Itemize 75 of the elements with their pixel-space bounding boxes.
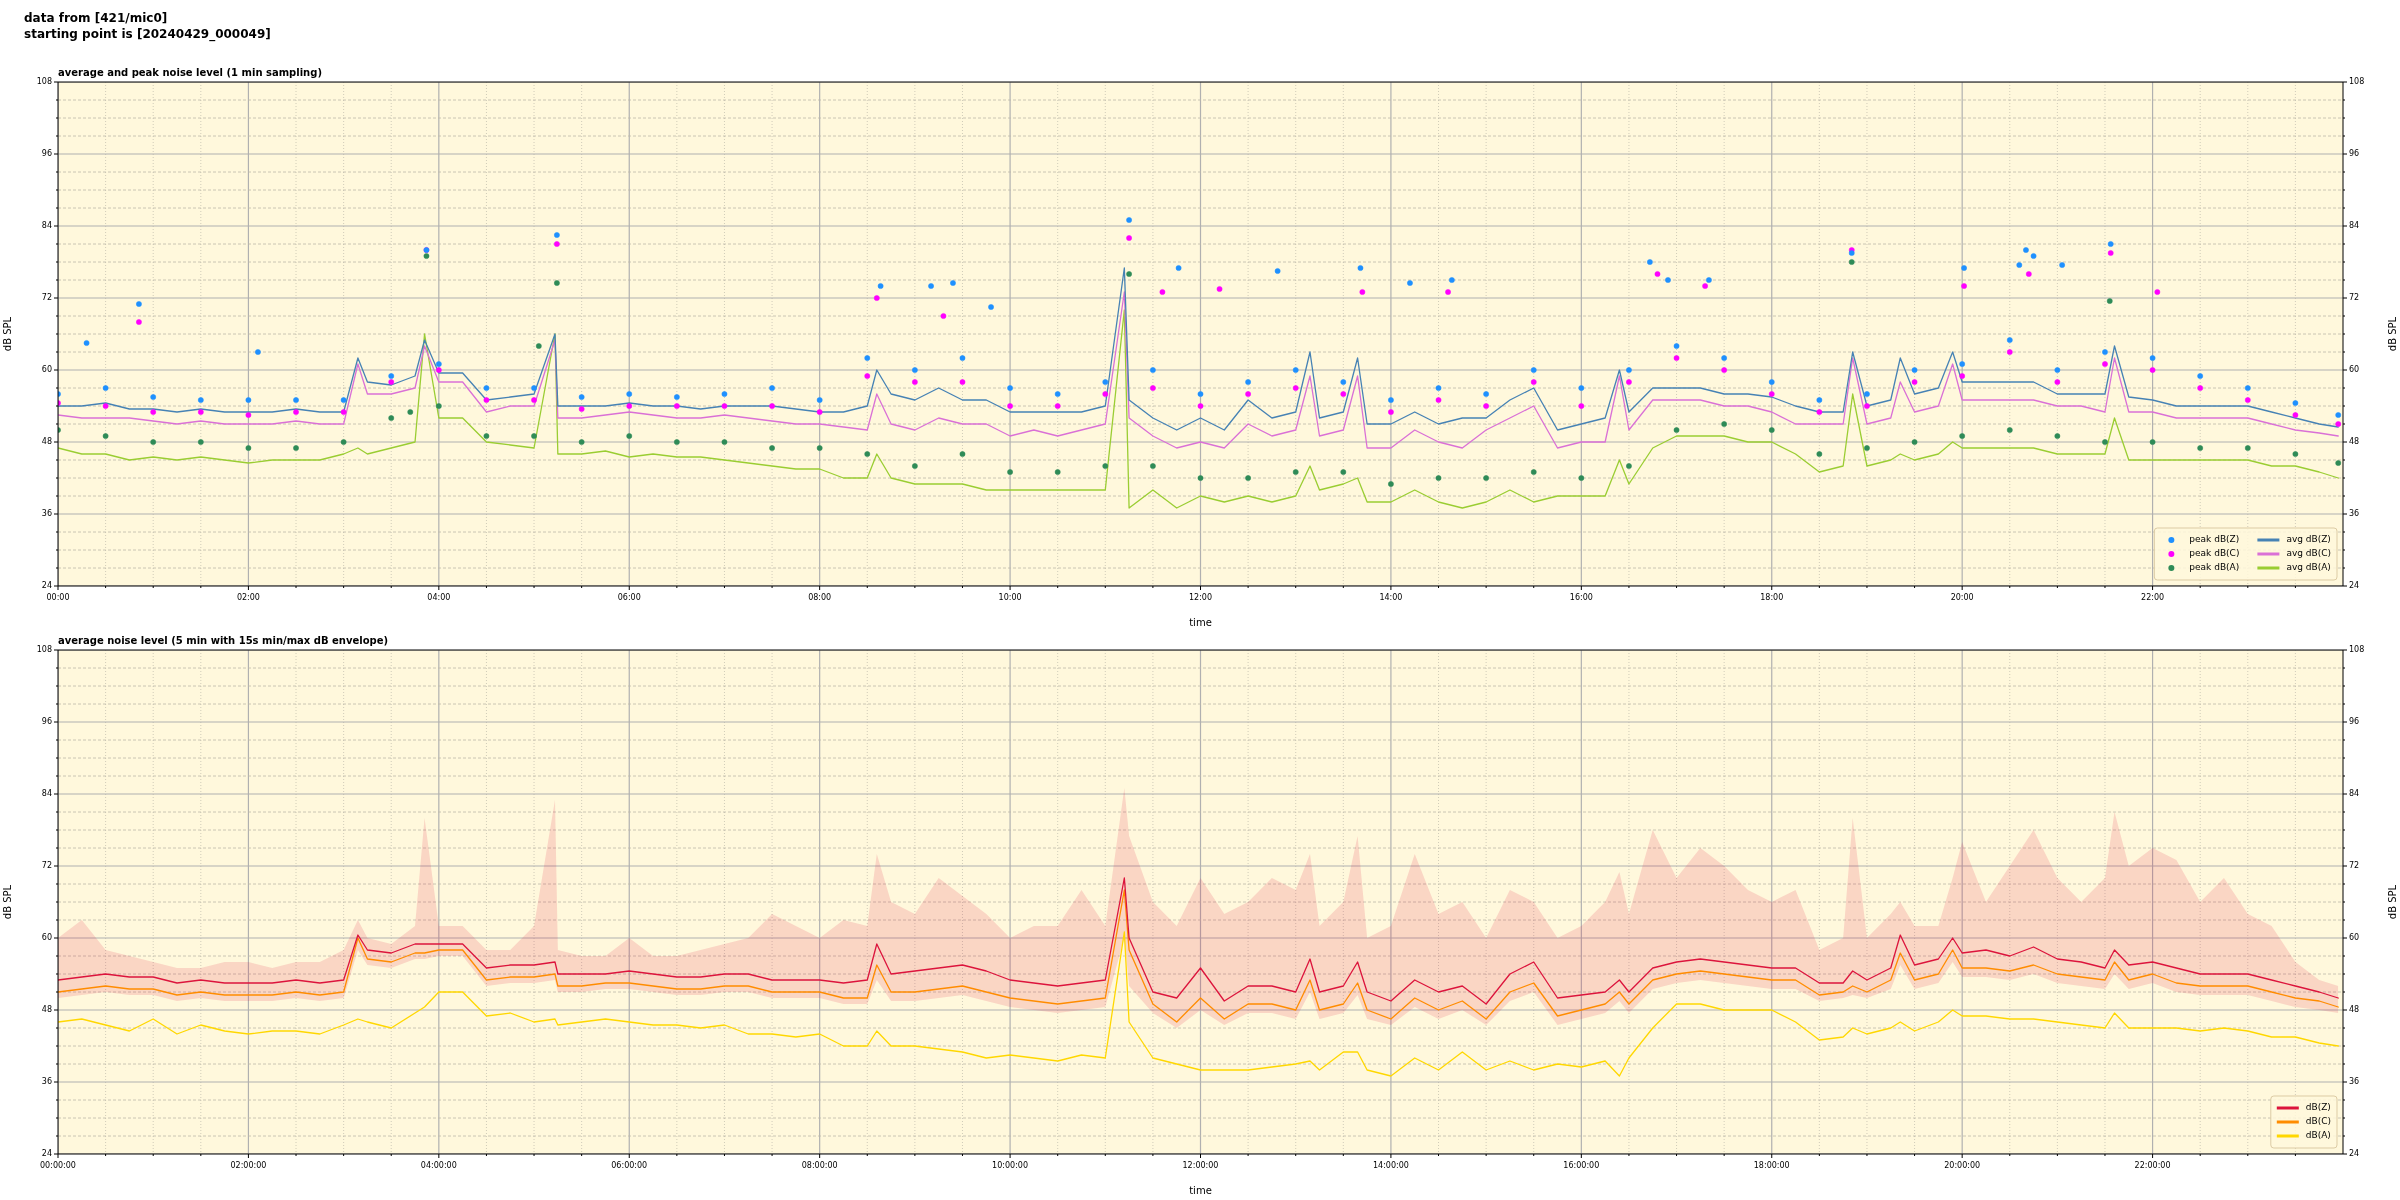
y2-tick-label: 72 (2349, 293, 2360, 303)
x-tick-label: 10:00:00 (992, 1160, 1029, 1170)
x-tick-label: 08:00 (808, 592, 832, 602)
y2-tick-label: 84 (2349, 789, 2360, 799)
x-tick-label: 10:00 (998, 592, 1022, 602)
legend-label: dB(A) (2305, 1130, 2331, 1141)
y2-tick-label: 108 (2349, 645, 2365, 655)
y-tick-label: 96 (41, 717, 52, 727)
y2-tick-label: 84 (2349, 221, 2360, 231)
y-tick-label: 84 (41, 789, 52, 799)
y-tick-label: 108 (36, 645, 52, 655)
y-tick-label: 60 (41, 933, 52, 943)
y-tick-label: 36 (41, 1077, 52, 1087)
y-tick-label: 48 (41, 1005, 52, 1015)
x-tick-label: 06:00:00 (611, 1160, 648, 1170)
x-tick-label: 06:00 (617, 592, 641, 602)
x-tick-label: 22:00 (2141, 592, 2165, 602)
x-tick-label: 22:00:00 (2134, 1160, 2171, 1170)
y2-tick-label: 60 (2349, 365, 2360, 375)
legend-label: avg dB(A) (2286, 562, 2331, 573)
legend-label: peak dB(C) (2189, 548, 2240, 559)
y2-tick-label: 24 (2349, 1149, 2360, 1159)
x-tick-label: 14:00 (1379, 592, 1403, 602)
x-tick-label: 12:00 (1188, 592, 1213, 602)
y-tick-label: 36 (41, 509, 52, 519)
y2-tick-label: 96 (2349, 149, 2360, 159)
y-tick-label: 48 (41, 437, 52, 447)
legend-label: dB(C) (2305, 1116, 2332, 1127)
y2-tick-label: 36 (2349, 509, 2360, 519)
x-tick-label: 18:00:00 (1753, 1160, 1790, 1170)
y-tick-label: 24 (41, 1149, 52, 1159)
legend-label: peak dB(A) (2189, 562, 2240, 573)
y2-tick-label: 24 (2349, 581, 2360, 591)
y2-tick-label: 72 (2349, 861, 2360, 871)
y2-tick-label: 48 (2349, 1005, 2360, 1015)
x-tick-label: 00:00:00 (40, 1160, 76, 1170)
text: data from [421/mic0] (24, 10, 168, 26)
y2-axis-title: dB SPL (2386, 316, 2398, 352)
legend-label: avg dB(Z) (2286, 534, 2331, 545)
legend-label: avg dB(C) (2286, 548, 2331, 559)
x-tick-label: 16:00 (1569, 592, 1593, 602)
y-tick-label: 108 (36, 77, 52, 87)
x-axis-title: time (1189, 1184, 1212, 1196)
x-axis-title: time (1189, 616, 1212, 628)
y-tick-label: 60 (41, 365, 52, 375)
y2-tick-label: 36 (2349, 1077, 2360, 1087)
chart-title: average and peak noise level (1 min sampling) (58, 66, 322, 78)
y-axis-title: dB SPL (1, 316, 13, 352)
chart-title: average noise level (5 min with 15s min/max dB envelope) (58, 634, 389, 646)
y-tick-label: 72 (41, 861, 52, 871)
y2-tick-label: 48 (2349, 437, 2360, 447)
x-tick-label: 20:00 (1950, 592, 1974, 602)
x-tick-label: 08:00:00 (801, 1160, 838, 1170)
y-tick-label: 24 (41, 581, 52, 591)
y2-tick-label: 108 (2349, 77, 2365, 87)
y2-tick-label: 96 (2349, 717, 2360, 727)
x-tick-label: 16:00:00 (1563, 1160, 1600, 1170)
y-tick-label: 72 (41, 293, 52, 303)
legend-label: peak dB(Z) (2189, 534, 2240, 545)
y-tick-label: 96 (41, 149, 52, 159)
legend-label: dB(Z) (2305, 1102, 2331, 1113)
x-tick-label: 04:00 (427, 592, 451, 602)
x-tick-label: 14:00:00 (1372, 1160, 1409, 1170)
y-axis-title: dB SPL (1, 884, 13, 920)
x-tick-label: 20:00:00 (1944, 1160, 1981, 1170)
x-tick-label: 04:00:00 (420, 1160, 457, 1170)
text: starting point is [20240429_000049] (24, 26, 271, 42)
x-tick-label: 18:00 (1760, 592, 1784, 602)
x-tick-label: 12:00:00 (1182, 1160, 1219, 1170)
x-tick-label: 02:00 (236, 592, 260, 602)
x-tick-label: 00:00 (46, 592, 70, 602)
y2-tick-label: 60 (2349, 933, 2360, 943)
y-tick-label: 84 (41, 221, 52, 231)
x-tick-label: 02:00:00 (230, 1160, 267, 1170)
y2-axis-title: dB SPL (2386, 884, 2398, 920)
